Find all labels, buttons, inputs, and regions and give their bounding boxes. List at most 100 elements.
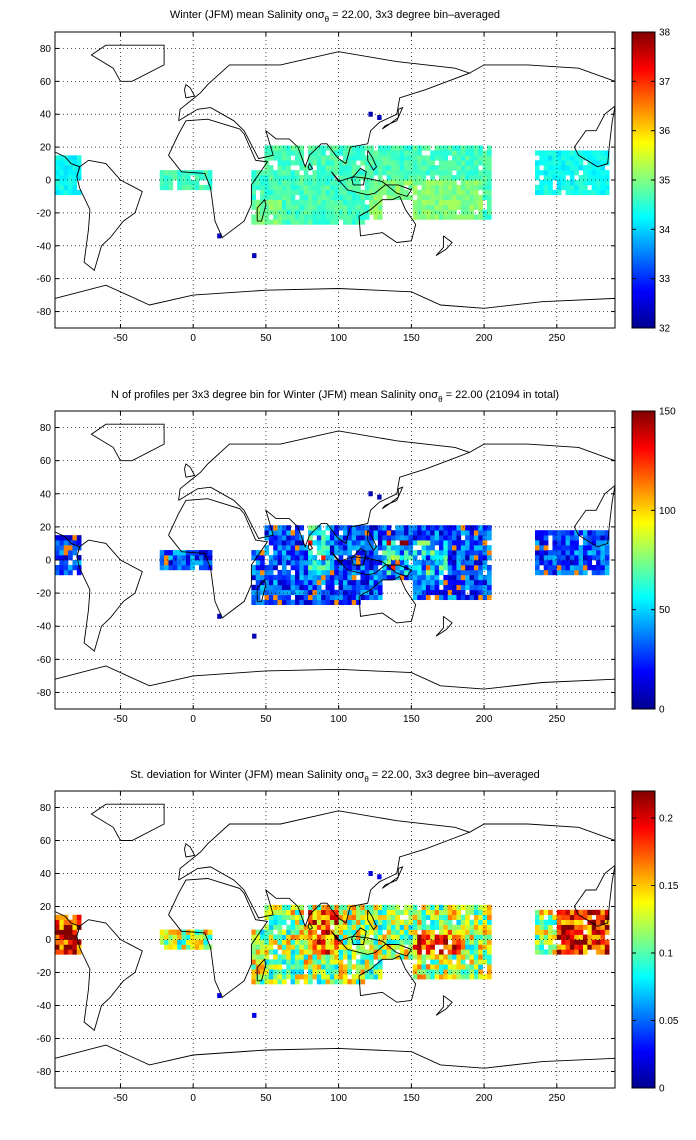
heatmap-cell [434, 214, 440, 220]
heatmap-cell [321, 545, 326, 551]
heatmap-cell [312, 209, 318, 215]
heatmap-cell [351, 155, 357, 161]
heatmap-cell [561, 564, 566, 571]
heatmap-cell [190, 180, 195, 186]
heatmap-cell [217, 993, 222, 999]
heatmap-cell [351, 189, 357, 196]
heatmap-cell [373, 964, 379, 970]
heatmap-cell [412, 974, 418, 980]
heatmap-cell [430, 959, 435, 965]
heatmap-cell [334, 929, 339, 935]
heatmap-cell [469, 584, 475, 591]
heatmap-cell [251, 599, 257, 605]
heatmap-cell [465, 954, 470, 960]
heatmap-cell [439, 545, 444, 551]
heatmap-cell [412, 969, 418, 975]
heatmap-cell [373, 170, 379, 176]
heatmap-cell [312, 199, 318, 205]
heatmap-cell [552, 150, 558, 156]
heatmap-cell [286, 964, 291, 970]
heatmap-cell [452, 145, 457, 151]
heatmap-cell [281, 560, 287, 566]
heatmap-cell [404, 550, 409, 556]
heatmap-cell [264, 964, 270, 970]
heatmap-cell [273, 934, 278, 940]
heatmap-cell [369, 560, 374, 566]
heatmap-cell [194, 555, 200, 561]
heatmap-cell [443, 560, 449, 566]
heatmap-cell [164, 550, 169, 556]
heatmap-cell [604, 150, 610, 156]
heatmap-cell [321, 589, 326, 596]
heatmap-cell [351, 530, 357, 536]
heatmap-cell [308, 929, 313, 935]
heatmap-cell [360, 929, 366, 935]
heatmap-cell [452, 155, 457, 161]
heatmap-cell [386, 180, 392, 186]
heatmap-cell [469, 594, 475, 601]
y-tick-label: 60 [40, 456, 52, 467]
heatmap-cell [412, 574, 418, 581]
heatmap-cell [59, 155, 65, 161]
heatmap-cell [569, 165, 575, 171]
heatmap-cell [373, 150, 379, 156]
heatmap-cell [412, 184, 418, 191]
heatmap-cell [329, 949, 335, 955]
heatmap-cell [386, 550, 392, 556]
heatmap-cell [482, 555, 488, 561]
heatmap-cell [308, 939, 313, 945]
heatmap-cell [443, 914, 449, 920]
heatmap-cell [277, 924, 283, 930]
heatmap-cell [290, 530, 296, 536]
heatmap-cell [465, 175, 470, 181]
heatmap-cell [343, 904, 348, 911]
heatmap-cell [439, 914, 444, 920]
heatmap-cell [59, 189, 65, 196]
heatmap-cell [356, 969, 361, 975]
heatmap-cell [596, 569, 601, 576]
heatmap-cell [552, 540, 558, 546]
heatmap-cell [456, 184, 462, 191]
heatmap-cell [364, 964, 370, 970]
heatmap-cell [321, 914, 326, 920]
heatmap-cell [434, 184, 440, 191]
heatmap-cell [281, 180, 287, 186]
y-tick-label: 40 [40, 110, 52, 121]
heatmap-cell [316, 145, 322, 151]
heatmap-cell [382, 530, 387, 536]
heatmap-cell [447, 569, 453, 576]
heatmap-cell [321, 199, 326, 205]
heatmap-cell [63, 939, 69, 945]
heatmap-cell [460, 564, 466, 571]
heatmap-cell [373, 939, 379, 945]
heatmap-cell [251, 170, 257, 176]
heatmap-cell [421, 929, 427, 935]
heatmap-cell [465, 919, 470, 925]
heatmap-cell [408, 145, 414, 151]
heatmap-cell [591, 934, 597, 940]
heatmap-cell [299, 219, 305, 225]
heatmap-cell [425, 155, 431, 161]
heatmap-cell [539, 944, 545, 950]
x-tick-label: 200 [476, 1093, 493, 1104]
heatmap-cell [421, 555, 427, 561]
heatmap-cell [452, 934, 457, 940]
heatmap-cell [596, 189, 601, 196]
heatmap-cell [76, 949, 82, 955]
heatmap-cell [587, 530, 593, 536]
heatmap-cell [425, 904, 431, 911]
heatmap-cell [364, 170, 370, 176]
heatmap-cell [290, 199, 296, 205]
heatmap-cell [460, 525, 466, 531]
heatmap-cell [591, 165, 597, 171]
heatmap-cell [425, 535, 431, 541]
heatmap-cell [487, 944, 492, 950]
heatmap-cell [299, 214, 305, 220]
heatmap-cell [308, 180, 313, 186]
heatmap-cell [59, 949, 65, 955]
heatmap-cell [277, 959, 283, 965]
heatmap-cell [465, 924, 470, 930]
heatmap-cell [55, 180, 60, 186]
heatmap-cell [548, 150, 553, 156]
heatmap-cell [286, 969, 291, 975]
